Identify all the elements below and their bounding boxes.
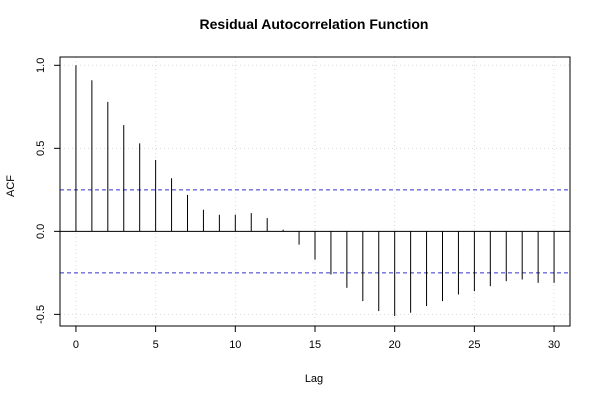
grid: [60, 57, 570, 326]
y-tick-label: 0.5: [35, 141, 47, 156]
y-tick-label: 0.0: [35, 224, 47, 239]
x-tick-label: 15: [309, 339, 321, 351]
x-tick-label: 0: [73, 339, 79, 351]
x-axis-label: Lag: [305, 373, 323, 385]
x-tick-label: 20: [389, 339, 401, 351]
confidence-bounds: [60, 189, 570, 274]
axes: 0 5 10 15 20 25 30 -0.5 0.0 0.5 1.0: [35, 56, 571, 351]
chart-title: Residual Autocorrelation Function: [200, 16, 429, 32]
y-tick-label: -0.5: [35, 305, 47, 324]
y-axis-label: ACF: [5, 175, 17, 197]
acf-bars: [75, 65, 555, 317]
x-tick-label: 25: [468, 339, 480, 351]
y-tick-label: 1.0: [35, 58, 47, 73]
x-tick-label: 30: [548, 339, 560, 351]
x-tick-label: 10: [229, 339, 241, 351]
x-tick-label: 5: [153, 339, 159, 351]
